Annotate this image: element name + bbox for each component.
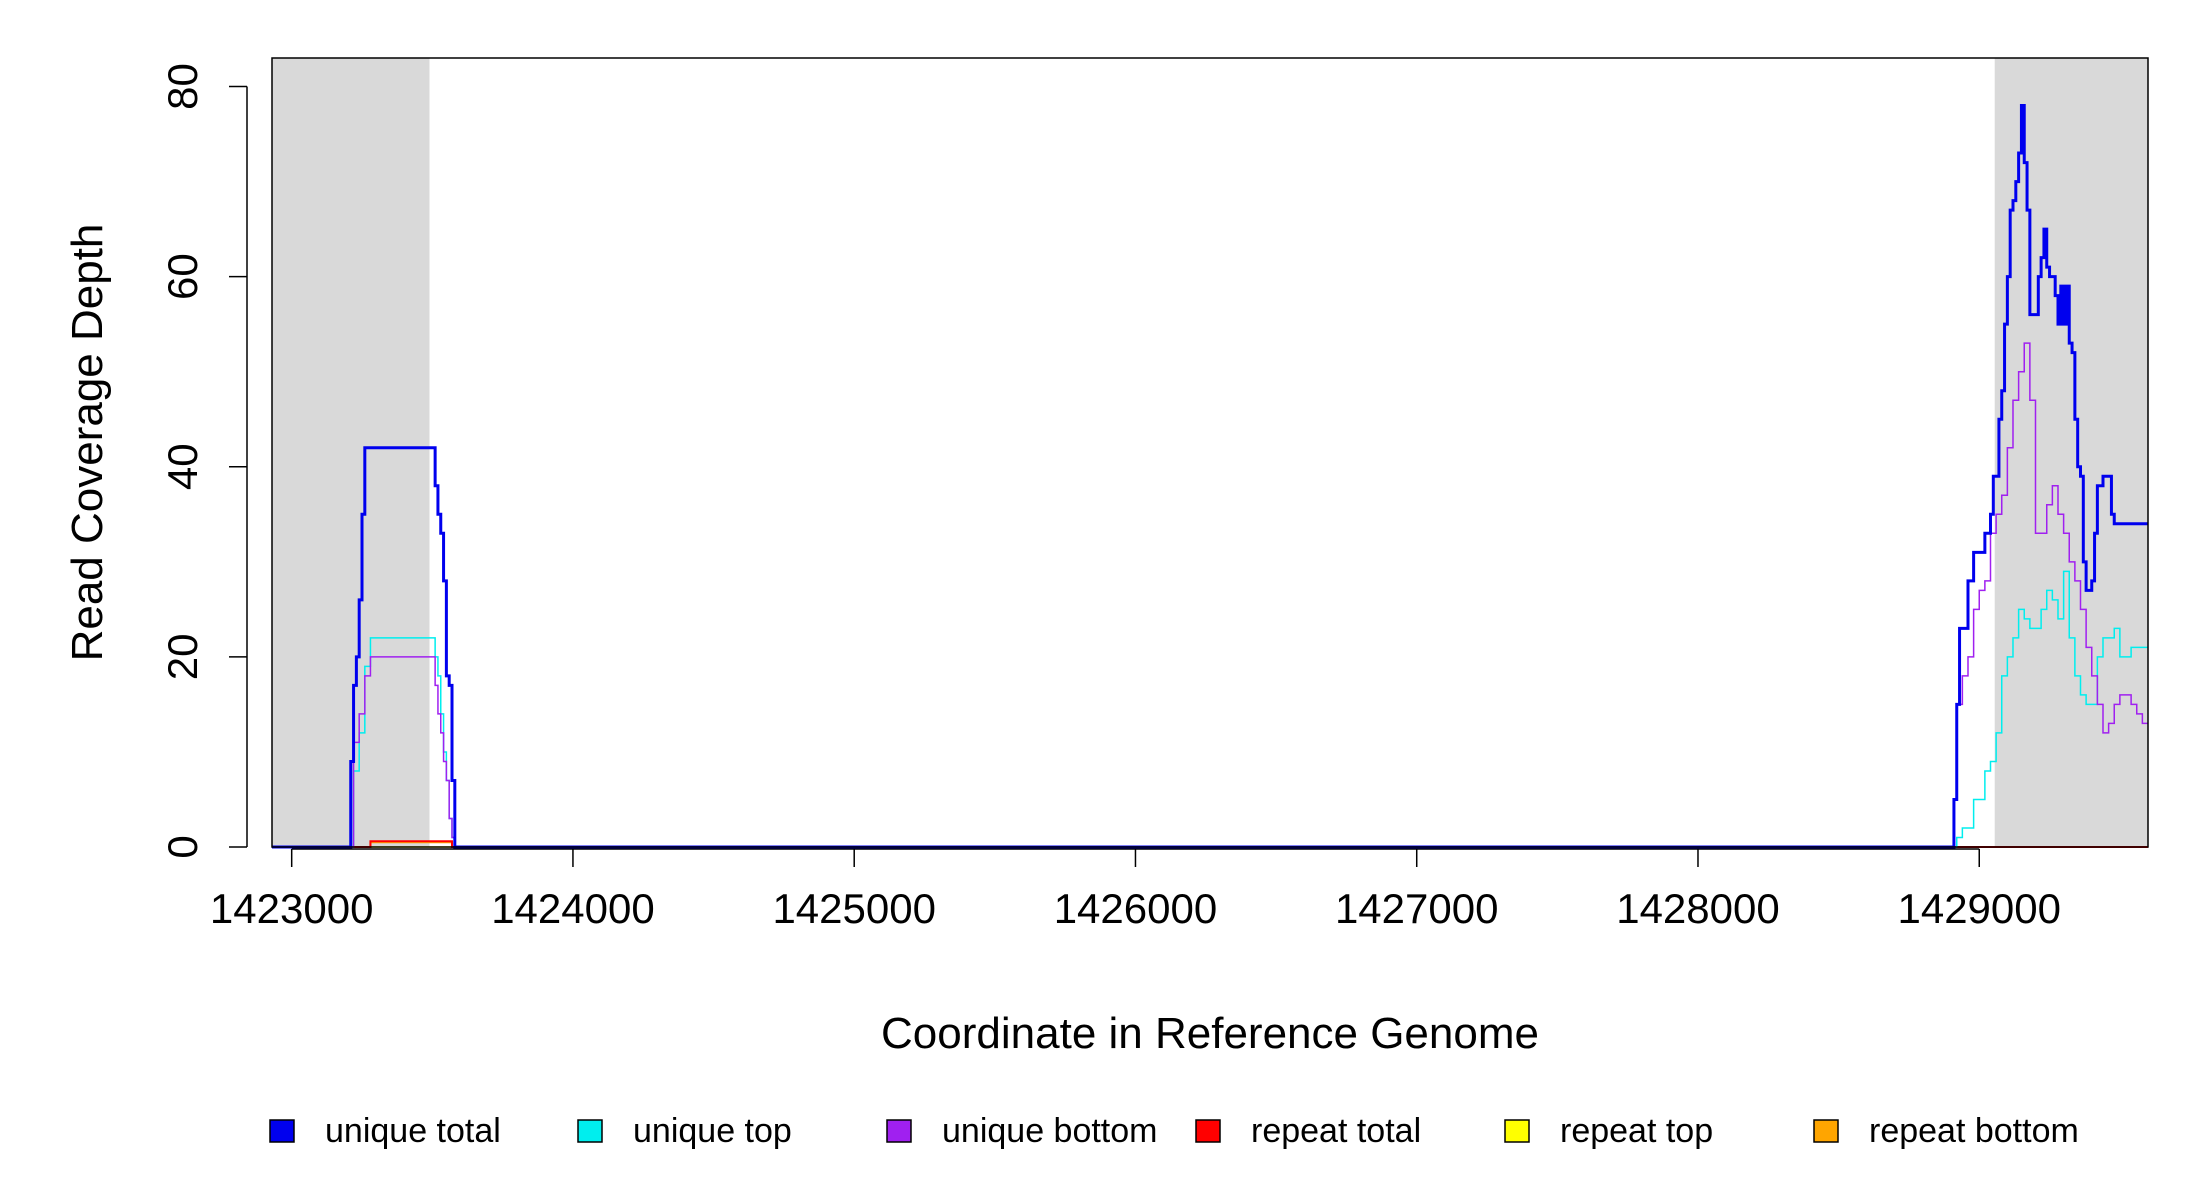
x-tick-label: 1428000 — [1616, 885, 1780, 932]
legend-item-repeat-top: repeat top — [1504, 1112, 1713, 1150]
series-line-unique-top — [272, 570, 2148, 848]
x-tick-label: 1423000 — [210, 885, 374, 932]
shaded-region — [272, 58, 430, 847]
y-axis: 0 20 40 60 80 — [159, 63, 248, 859]
legend-item-repeat-bottom: repeat bottom — [1813, 1112, 2079, 1150]
legend-item-unique-total: unique total — [269, 1112, 501, 1150]
legend-item-unique-top: unique top — [577, 1112, 792, 1150]
legend-swatch — [269, 1119, 295, 1143]
plot-frame — [271, 57, 2149, 848]
series-line-unique-bottom — [272, 342, 2148, 848]
legend-label: unique total — [325, 1112, 501, 1150]
legend-label: repeat top — [1560, 1112, 1713, 1150]
y-axis-label: Read Coverage Depth — [63, 224, 112, 662]
x-tick-label: 1425000 — [772, 885, 936, 932]
legend-item-unique-bottom: unique bottom — [886, 1112, 1158, 1150]
legend-label: unique top — [633, 1112, 792, 1150]
legend-label: repeat total — [1251, 1112, 1421, 1150]
x-tick-label: 1426000 — [1054, 885, 1218, 932]
legend-label: unique bottom — [942, 1112, 1158, 1150]
y-tick-label: 0 — [159, 835, 206, 858]
shaded-region — [1994, 58, 2148, 847]
legend: unique total unique top unique bottom repea… — [269, 1112, 2079, 1150]
y-tick-label: 40 — [159, 443, 206, 490]
x-tick-label: 1427000 — [1335, 885, 1499, 932]
legend-swatch — [886, 1119, 912, 1143]
legend-swatch — [1504, 1119, 1530, 1143]
series-lines — [272, 104, 2148, 849]
y-tick-label: 60 — [159, 253, 206, 300]
y-tick-label: 80 — [159, 63, 206, 110]
y-tick-label: 20 — [159, 634, 206, 681]
legend-swatch — [1813, 1119, 1839, 1143]
x-tick-label: 1424000 — [491, 885, 655, 932]
x-tick-label: 1429000 — [1897, 885, 2061, 932]
x-axis-label: Coordinate in Reference Genome — [881, 1009, 1539, 1058]
legend-label: repeat bottom — [1869, 1112, 2079, 1150]
legend-swatch — [577, 1119, 603, 1143]
legend-item-repeat-total: repeat total — [1195, 1112, 1421, 1150]
legend-swatch — [1195, 1119, 1221, 1143]
shaded-regions — [272, 58, 2148, 847]
x-axis: 1423000 1424000 1425000 1426000 1427000 14280… — [210, 848, 2061, 932]
series-line-unique-total — [272, 104, 2148, 849]
